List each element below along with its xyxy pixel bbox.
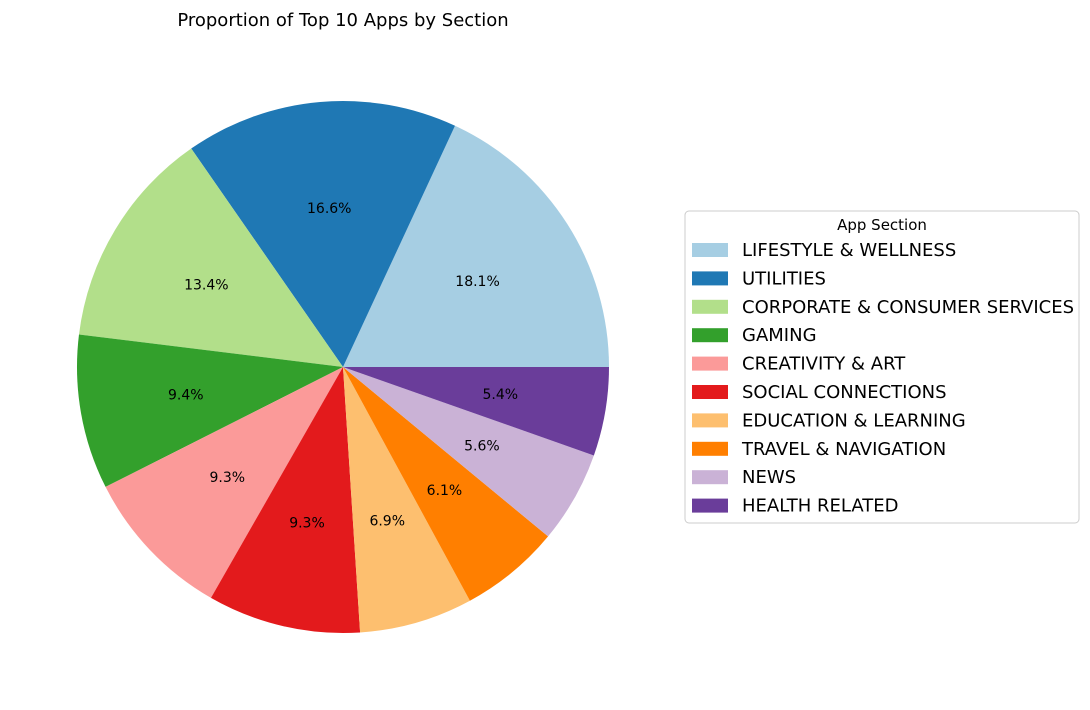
legend-item-gaming: GAMING xyxy=(692,325,817,346)
legend-label-lifestyle-and-wellness: LIFESTYLE & WELLNESS xyxy=(742,240,956,261)
legend-swatch-travel-and-navigation xyxy=(692,441,728,456)
pct-label-lifestyle-and-wellness: 18.1% xyxy=(455,274,499,290)
legend-label-gaming: GAMING xyxy=(742,325,817,346)
legend-label-news: NEWS xyxy=(742,467,796,488)
legend-swatch-utilities xyxy=(692,271,728,286)
legend-label-utilities: UTILITIES xyxy=(742,268,826,289)
legend: App Section LIFESTYLE & WELLNESS UTILITIE… xyxy=(684,210,1080,524)
legend-swatch-creativity-and-art xyxy=(692,356,728,371)
pct-label-health-related: 5.4% xyxy=(483,387,519,403)
legend-swatch-news xyxy=(692,470,728,485)
legend-label-health-related: HEALTH RELATED xyxy=(742,496,899,517)
pct-label-social-connections: 9.3% xyxy=(289,515,325,531)
pct-label-utilities: 16.6% xyxy=(307,201,351,217)
legend-swatch-health-related xyxy=(692,498,728,513)
pie-slice-corporate-and-consumer-services xyxy=(78,148,343,367)
chart-title: Proportion of Top 10 Apps by Section xyxy=(177,10,508,31)
legend-item-lifestyle-and-wellness: LIFESTYLE & WELLNESS xyxy=(692,240,956,261)
legend-frame xyxy=(684,210,1080,524)
pie-slice-lifestyle-and-wellness xyxy=(343,125,609,367)
legend-item-education-and-learning: EDUCATION & LEARNING xyxy=(692,410,966,431)
pie-slice-creativity-and-art xyxy=(105,367,343,598)
pie-slice-education-and-learning xyxy=(343,367,470,633)
pct-label-corporate-and-consumer-services: 13.4% xyxy=(184,278,228,294)
pct-label-gaming: 9.4% xyxy=(168,387,204,403)
legend-item-social-connections: SOCIAL CONNECTIONS xyxy=(692,382,947,403)
legend-swatch-gaming xyxy=(692,328,728,343)
legend-swatch-social-connections xyxy=(692,385,728,399)
legend-item-creativity-and-art: CREATIVITY & ART xyxy=(692,354,906,375)
pct-label-travel-and-navigation: 6.1% xyxy=(427,483,463,499)
legend-label-corporate-and-consumer-services: CORPORATE & CONSUMER SERVICES xyxy=(742,297,1074,318)
pie-slice-news xyxy=(343,367,594,537)
legend-item-utilities: UTILITIES xyxy=(692,268,826,289)
pct-label-news: 5.6% xyxy=(464,439,500,455)
pie-percent-labels: 18.1% 16.6% 13.4% 9.4% 9.3% 9.3% 6.9% 6.1% 5.6% 5… xyxy=(168,201,518,531)
legend-label-social-connections: SOCIAL CONNECTIONS xyxy=(742,382,947,403)
legend-item-corporate-and-consumer-services: CORPORATE & CONSUMER SERVICES xyxy=(692,297,1074,318)
pct-label-creativity-and-art: 9.3% xyxy=(209,470,245,486)
legend-swatch-corporate-and-consumer-services xyxy=(692,299,728,314)
legend-swatch-education-and-learning xyxy=(692,413,728,428)
pie-slices xyxy=(77,100,609,633)
legend-label-travel-and-navigation: TRAVEL & NAVIGATION xyxy=(741,439,946,460)
pie-slice-social-connections xyxy=(210,367,361,633)
legend-title: App Section xyxy=(837,216,927,234)
legend-swatch-lifestyle-and-wellness xyxy=(692,243,728,257)
legend-label-creativity-and-art: CREATIVITY & ART xyxy=(742,354,906,375)
legend-item-travel-and-navigation: TRAVEL & NAVIGATION xyxy=(692,439,946,460)
legend-item-health-related: HEALTH RELATED xyxy=(692,496,899,517)
pie-slice-health-related xyxy=(343,367,609,456)
pie-slice-gaming xyxy=(77,334,344,487)
legend-items: LIFESTYLE & WELLNESS UTILITIES CORPORATE &… xyxy=(692,240,1074,517)
pct-label-education-and-learning: 6.9% xyxy=(369,513,405,529)
pie-slice-utilities xyxy=(191,100,456,367)
legend-label-education-and-learning: EDUCATION & LEARNING xyxy=(742,410,966,431)
legend-item-news: NEWS xyxy=(692,467,796,488)
pie-slice-travel-and-navigation xyxy=(343,367,549,601)
